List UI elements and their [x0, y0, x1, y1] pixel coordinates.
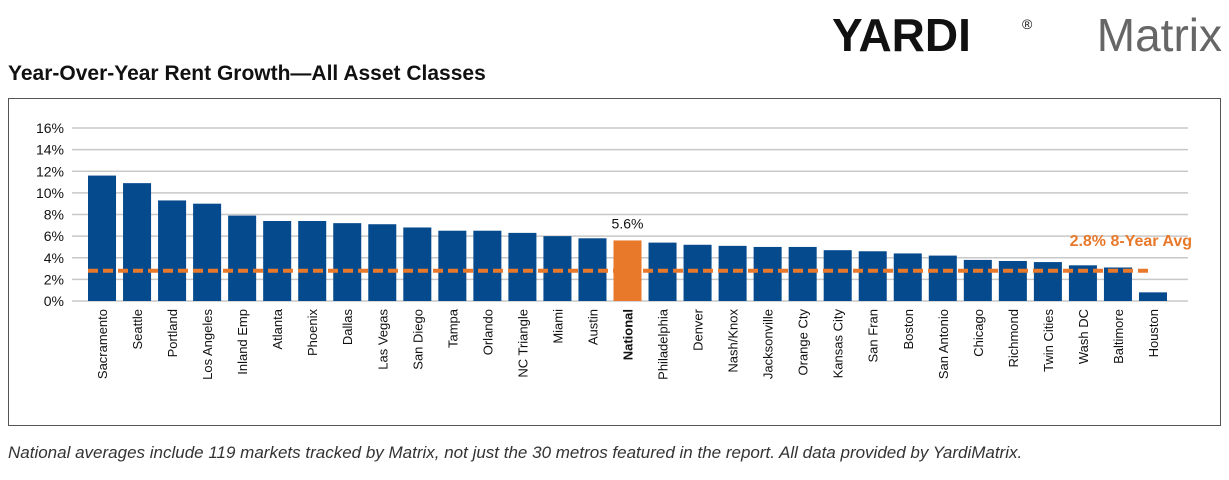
- x-tick-label: San Diego: [410, 309, 425, 370]
- bar: [1033, 262, 1062, 301]
- bar: [823, 250, 852, 301]
- bar: [473, 230, 502, 301]
- bar: [193, 203, 222, 301]
- x-tick-label: Philadelphia: [656, 308, 671, 380]
- x-tick-label: Austin: [585, 309, 600, 345]
- x-tick-label: Seattle: [130, 309, 145, 349]
- bar: [438, 230, 467, 301]
- bar: [963, 259, 992, 301]
- bar: [788, 246, 817, 301]
- bar: [1138, 292, 1167, 301]
- x-tick-label: Sacramento: [95, 309, 110, 379]
- bar: [928, 255, 957, 301]
- x-tick-label: Richmond: [1006, 309, 1021, 368]
- y-tick-label: 10%: [36, 185, 64, 201]
- logo-brand: YARDI: [832, 9, 971, 61]
- value-label: 5.6%: [612, 215, 644, 231]
- bar: [158, 200, 187, 301]
- y-tick-label: 0%: [44, 293, 64, 309]
- bar: [88, 175, 117, 301]
- x-tick-label: Twin Cities: [1041, 309, 1056, 372]
- x-tick-label: Miami: [550, 309, 565, 344]
- bar: [893, 253, 922, 301]
- x-tick-label: Baltimore: [1111, 309, 1126, 364]
- bar: [263, 220, 292, 301]
- bar: [683, 244, 712, 301]
- y-tick-label: 12%: [36, 163, 64, 179]
- x-tick-label: Houston: [1146, 309, 1161, 357]
- x-tick-label: Chicago: [971, 309, 986, 357]
- x-tick-label: Las Vegas: [375, 309, 390, 370]
- x-tick-label: Denver: [691, 308, 706, 351]
- y-tick-label: 8%: [44, 207, 64, 223]
- bar: [1103, 267, 1132, 301]
- x-tick-label: NC Triangle: [515, 309, 530, 378]
- average-label: 2.8% 8-Year Avg: [1070, 233, 1192, 250]
- x-tick-label: Nash/Knox: [726, 309, 741, 373]
- bar: [718, 245, 747, 301]
- x-tick-label: National: [621, 309, 636, 360]
- x-tick-label: Portland: [165, 309, 180, 357]
- chart-title: Year-Over-Year Rent Growth—All Asset Cla…: [8, 62, 486, 85]
- logo-mark: ®: [1022, 16, 1033, 32]
- chart-frame: [8, 98, 1221, 426]
- y-tick-label: 16%: [36, 120, 64, 136]
- x-tick-label: San Fran: [866, 309, 881, 362]
- x-tick-label: Atlanta: [270, 308, 285, 349]
- x-tick-label: San Antonio: [936, 309, 951, 379]
- bar: [543, 236, 572, 301]
- footnote: National averages include 119 markets tr…: [8, 443, 1022, 462]
- logo-product: Matrix: [1097, 9, 1222, 61]
- y-tick-label: 2%: [44, 271, 64, 287]
- bar: [368, 224, 397, 301]
- bar: [753, 246, 782, 301]
- x-tick-label: Dallas: [340, 309, 355, 346]
- x-tick-label: Los Angeles: [200, 309, 215, 380]
- x-tick-label: Wash DC: [1076, 309, 1091, 364]
- bar: [508, 232, 537, 301]
- y-tick-label: 6%: [44, 228, 64, 244]
- y-tick-label: 4%: [44, 250, 64, 266]
- x-tick-label: Orange Cty: [796, 309, 811, 376]
- x-tick-label: Jacksonville: [761, 309, 776, 379]
- x-tick-label: Phoenix: [305, 309, 320, 356]
- bar: [998, 260, 1027, 301]
- bar: [333, 223, 362, 301]
- bar: [123, 183, 152, 301]
- bar: [228, 215, 257, 301]
- x-tick-label: Tampa: [445, 308, 460, 348]
- x-tick-label: Inland Emp: [235, 309, 250, 375]
- x-tick-label: Kansas City: [831, 309, 846, 379]
- x-tick-label: Boston: [901, 309, 916, 349]
- bar: [298, 220, 327, 301]
- bar: [858, 251, 887, 301]
- y-tick-label: 14%: [36, 142, 64, 158]
- bar: [403, 227, 432, 301]
- x-tick-label: Orlando: [480, 309, 495, 355]
